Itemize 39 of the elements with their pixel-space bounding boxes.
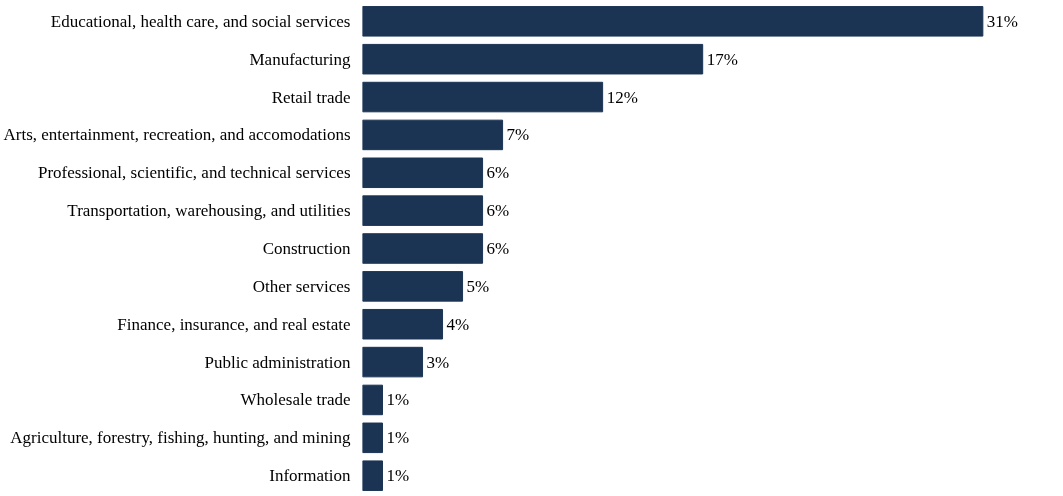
bar bbox=[362, 81, 604, 113]
bar bbox=[362, 384, 384, 416]
data-label: 6% bbox=[486, 201, 510, 221]
bar bbox=[362, 6, 984, 37]
data-label: 1% bbox=[386, 428, 410, 448]
bar bbox=[362, 460, 384, 491]
bar bbox=[362, 422, 384, 454]
y-tick-label: Other services bbox=[252, 276, 351, 296]
y-tick-label: Manufacturing bbox=[249, 49, 351, 69]
bar bbox=[362, 346, 424, 378]
bar bbox=[362, 43, 704, 75]
data-label: 1% bbox=[386, 466, 410, 486]
y-tick-label: Public administration bbox=[204, 352, 351, 372]
data-label: 3% bbox=[426, 352, 450, 372]
y-tick-label: Professional, scientific, and technical services bbox=[38, 163, 351, 183]
data-label: 12% bbox=[606, 87, 638, 107]
data-label: 6% bbox=[486, 239, 510, 258]
y-tick-label: Information bbox=[269, 466, 351, 486]
data-label: 4% bbox=[446, 314, 470, 334]
bar bbox=[362, 308, 444, 340]
bar bbox=[362, 119, 504, 151]
y-tick-label: Transportation, warehousing, and utilities bbox=[67, 201, 351, 221]
data-label: 17% bbox=[706, 49, 738, 69]
y-tick-label: Finance, insurance, and real estate bbox=[117, 314, 351, 334]
data-label: 7% bbox=[506, 125, 530, 145]
data-label: 31% bbox=[986, 11, 1019, 31]
y-tick-label: Wholesale trade bbox=[240, 390, 351, 410]
data-label: 1% bbox=[386, 390, 410, 410]
bar bbox=[362, 233, 484, 264]
y-tick-label: Educational, health care, and social services bbox=[50, 11, 351, 31]
bar bbox=[362, 157, 484, 189]
data-label: 5% bbox=[466, 276, 490, 296]
y-tick-label: Arts, entertainment, recreation, and accomodations bbox=[3, 125, 351, 145]
y-tick-label: Agriculture, forestry, fishing, hunting, and mining bbox=[10, 428, 351, 448]
bar bbox=[362, 195, 484, 226]
data-label: 6% bbox=[486, 163, 510, 183]
y-tick-label: Construction bbox=[262, 239, 351, 258]
bar bbox=[362, 271, 464, 302]
y-tick-label: Retail trade bbox=[271, 87, 351, 107]
